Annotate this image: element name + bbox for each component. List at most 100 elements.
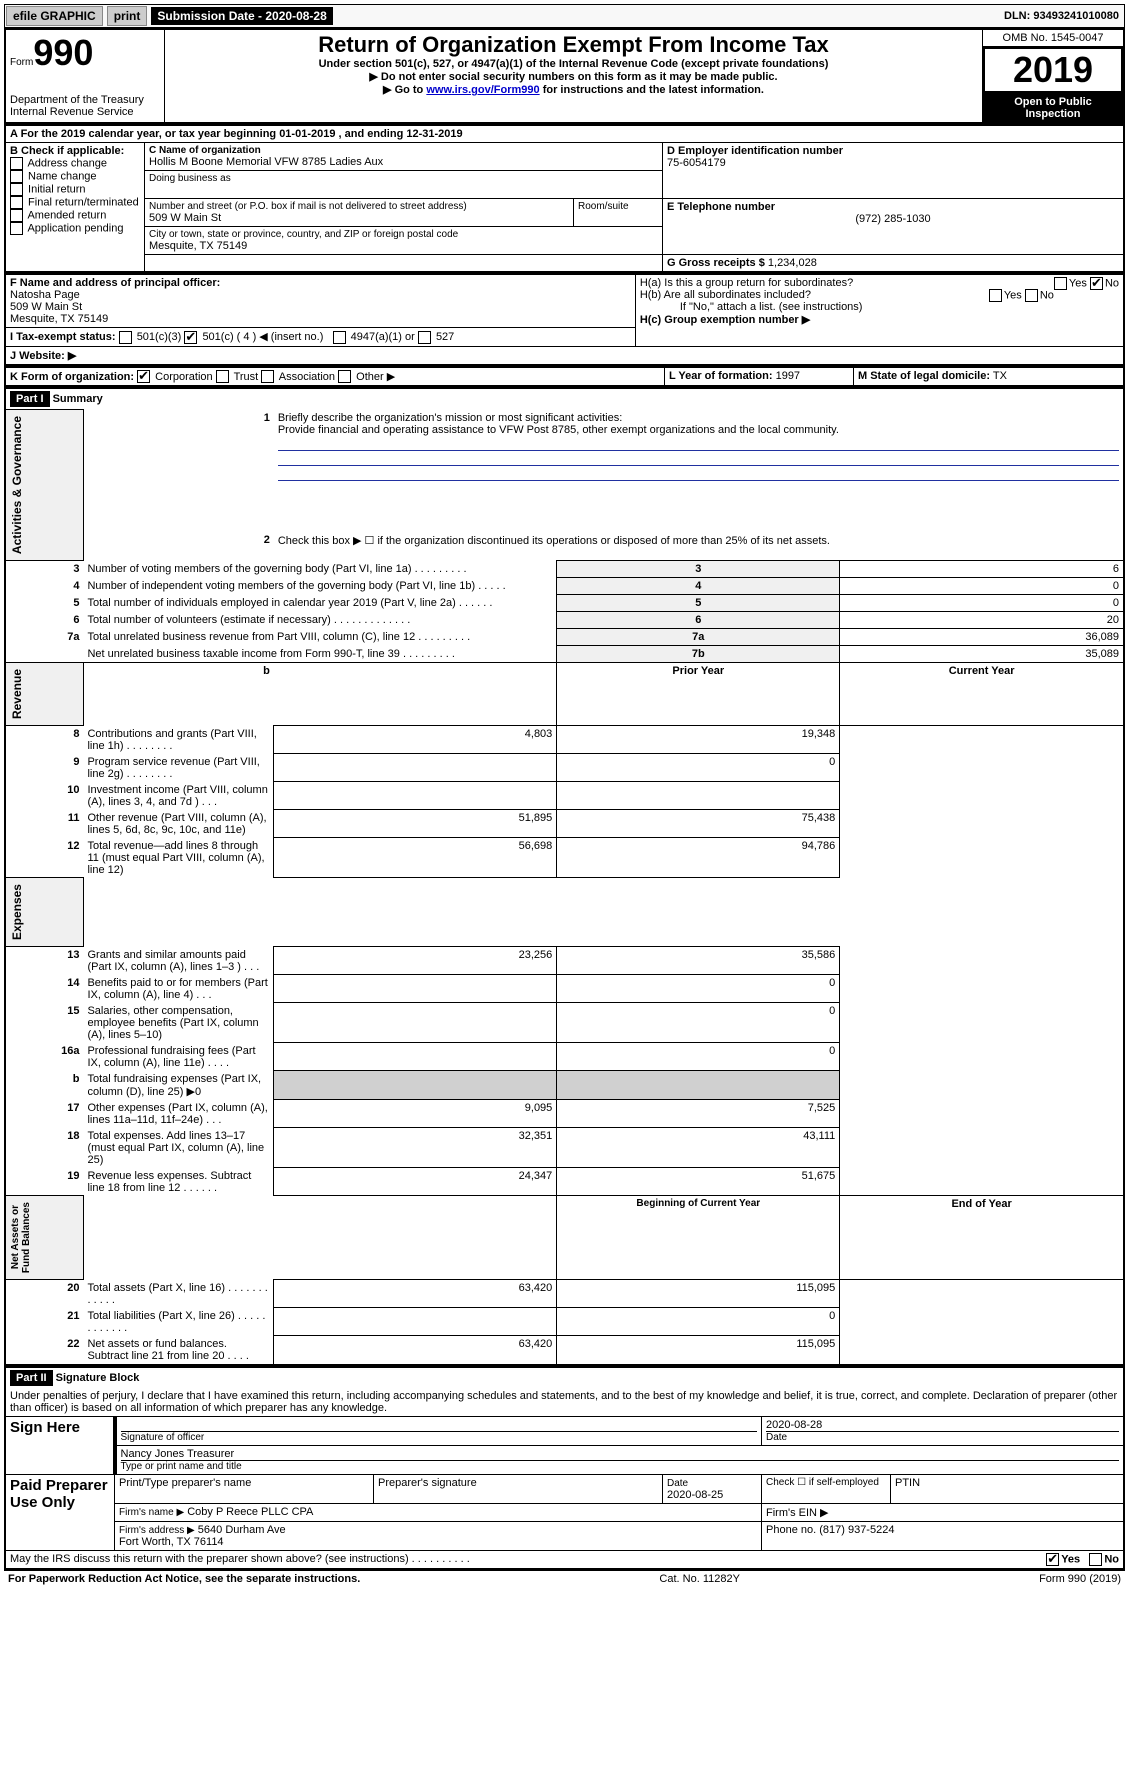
line-desc: Total revenue—add lines 8 through 11 (mu… bbox=[83, 838, 273, 878]
ha-no-checkbox[interactable] bbox=[1090, 277, 1103, 290]
line-value: 6 bbox=[840, 561, 1124, 578]
prior-value bbox=[274, 975, 557, 1003]
current-value: 94,786 bbox=[557, 838, 840, 878]
b-option: Final return/terminated bbox=[10, 196, 140, 209]
k-other-checkbox[interactable] bbox=[338, 370, 351, 383]
d-label: D Employer identification number bbox=[667, 145, 1119, 157]
i-501c3-checkbox[interactable] bbox=[119, 331, 132, 344]
line-desc: Other revenue (Part VIII, column (A), li… bbox=[83, 810, 273, 838]
hb-yes-checkbox[interactable] bbox=[989, 289, 1002, 302]
i-4947-checkbox[interactable] bbox=[333, 331, 346, 344]
prior-value bbox=[274, 1003, 557, 1043]
line-value: 0 bbox=[840, 595, 1124, 612]
vlabel-revenue: Revenue bbox=[10, 665, 24, 723]
line-desc: Total number of volunteers (estimate if … bbox=[83, 612, 556, 629]
discuss-no-checkbox[interactable] bbox=[1089, 1553, 1102, 1566]
line-desc: Grants and similar amounts paid (Part IX… bbox=[83, 947, 273, 975]
print-button[interactable]: print bbox=[107, 6, 148, 26]
line-desc: Number of voting members of the governin… bbox=[83, 561, 556, 578]
current-value: 7,525 bbox=[557, 1100, 840, 1128]
b-option: Application pending bbox=[10, 222, 140, 235]
city-label: City or town, state or province, country… bbox=[149, 229, 658, 240]
addr-label: Number and street (or P.O. box if mail i… bbox=[149, 201, 569, 212]
section-f-h-table: F Name and address of principal officer:… bbox=[4, 273, 1125, 366]
part-ii-table: Part II Signature Block Under penalties … bbox=[4, 1366, 1125, 1570]
ha-label: H(a) Is this a group return for subordin… bbox=[640, 277, 853, 289]
sign-here-label: Sign Here bbox=[5, 1416, 115, 1474]
efile-button[interactable]: efile GRAPHIC bbox=[6, 6, 103, 26]
ha-yes-checkbox[interactable] bbox=[1054, 277, 1067, 290]
current-value: 19,348 bbox=[557, 726, 840, 754]
f-label: F Name and address of principal officer: bbox=[10, 277, 631, 289]
j-website: J Website: ▶ bbox=[5, 346, 1124, 365]
year-formation: 1997 bbox=[776, 370, 800, 382]
prior-value bbox=[274, 1308, 557, 1336]
hb-label: H(b) Are all subordinates included? bbox=[640, 289, 811, 301]
b-opt-checkbox[interactable] bbox=[10, 209, 23, 222]
hb-note: If "No," attach a list. (see instruction… bbox=[640, 301, 1119, 313]
line-desc: Net unrelated business taxable income fr… bbox=[83, 646, 556, 663]
b-opt-checkbox[interactable] bbox=[10, 170, 23, 183]
line-value: 20 bbox=[840, 612, 1124, 629]
current-value: 115,095 bbox=[557, 1336, 840, 1365]
current-value: 0 bbox=[557, 975, 840, 1003]
line-desc: Revenue less expenses. Subtract line 18 … bbox=[83, 1168, 273, 1196]
b-opt-checkbox[interactable] bbox=[10, 183, 23, 196]
line-desc: Number of independent voting members of … bbox=[83, 578, 556, 595]
prior-value: 24,347 bbox=[274, 1168, 557, 1196]
sig-label: Signature of officer bbox=[121, 1431, 758, 1443]
prior-value: 9,095 bbox=[274, 1100, 557, 1128]
telephone: (972) 285-1030 bbox=[667, 213, 1119, 225]
b-option: Initial return bbox=[10, 183, 140, 196]
b-opt-checkbox[interactable] bbox=[10, 222, 23, 235]
part-i-title: Summary bbox=[53, 393, 103, 405]
open-public-badge: Open to Public Inspection bbox=[983, 94, 1125, 124]
form-title: Return of Organization Exempt From Incom… bbox=[169, 32, 978, 58]
omb-number: OMB No. 1545-0047 bbox=[983, 30, 1123, 47]
current-value bbox=[557, 782, 840, 810]
k-corp-checkbox[interactable] bbox=[137, 370, 150, 383]
prior-value: 51,895 bbox=[274, 810, 557, 838]
vlabel-activities: Activities & Governance bbox=[10, 412, 24, 558]
self-employed-check[interactable]: Check ☐ if self-employed bbox=[762, 1474, 891, 1503]
declaration: Under penalties of perjury, I declare th… bbox=[5, 1388, 1124, 1417]
prior-value: 4,803 bbox=[274, 726, 557, 754]
b-option: Amended return bbox=[10, 209, 140, 222]
preparer-date: 2020-08-25 bbox=[667, 1489, 723, 1501]
current-value: 51,675 bbox=[557, 1168, 840, 1196]
k-trust-checkbox[interactable] bbox=[216, 370, 229, 383]
form-ref: Form 990 (2019) bbox=[1039, 1573, 1121, 1585]
b-option: Address change bbox=[10, 157, 140, 170]
i-527-checkbox[interactable] bbox=[418, 331, 431, 344]
line-desc: Investment income (Part VIII, column (A)… bbox=[83, 782, 273, 810]
i-501c-checkbox[interactable] bbox=[184, 331, 197, 344]
part-ii-header: Part II bbox=[10, 1370, 53, 1386]
end-year-header: End of Year bbox=[840, 1196, 1124, 1280]
cat-no: Cat. No. 11282Y bbox=[659, 1573, 740, 1585]
b-option: Name change bbox=[10, 170, 140, 183]
current-value: 0 bbox=[557, 754, 840, 782]
k-assoc-checkbox[interactable] bbox=[261, 370, 274, 383]
b-opt-checkbox[interactable] bbox=[10, 157, 23, 170]
b-opt-checkbox[interactable] bbox=[10, 196, 23, 209]
line-desc: Professional fundraising fees (Part IX, … bbox=[83, 1043, 273, 1071]
q1: Briefly describe the organization's miss… bbox=[278, 412, 1119, 424]
dln: DLN: 93493241010080 bbox=[1004, 10, 1123, 22]
preparer-name-label: Print/Type preparer's name bbox=[115, 1474, 374, 1503]
paperwork-notice: For Paperwork Reduction Act Notice, see … bbox=[8, 1573, 360, 1585]
line-value: 0 bbox=[840, 578, 1124, 595]
footer: For Paperwork Reduction Act Notice, see … bbox=[4, 1570, 1125, 1587]
gross-receipts: 1,234,028 bbox=[768, 257, 817, 269]
current-value: 0 bbox=[557, 1043, 840, 1071]
line-desc: Contributions and grants (Part VIII, lin… bbox=[83, 726, 273, 754]
part-i-table: Part I Summary Activities & Governance 1… bbox=[4, 387, 1125, 1366]
discuss-yes-checkbox[interactable] bbox=[1046, 1553, 1059, 1566]
line-desc: Total unrelated business revenue from Pa… bbox=[83, 629, 556, 646]
hb-no-checkbox[interactable] bbox=[1025, 289, 1038, 302]
prior-value: 63,420 bbox=[274, 1280, 557, 1308]
line-value: 36,089 bbox=[840, 629, 1124, 646]
current-value: 115,095 bbox=[557, 1280, 840, 1308]
line-desc: Total expenses. Add lines 13–17 (must eq… bbox=[83, 1128, 273, 1168]
irs-link[interactable]: www.irs.gov/Form990 bbox=[426, 84, 539, 96]
form-prefix: Form bbox=[10, 57, 33, 68]
